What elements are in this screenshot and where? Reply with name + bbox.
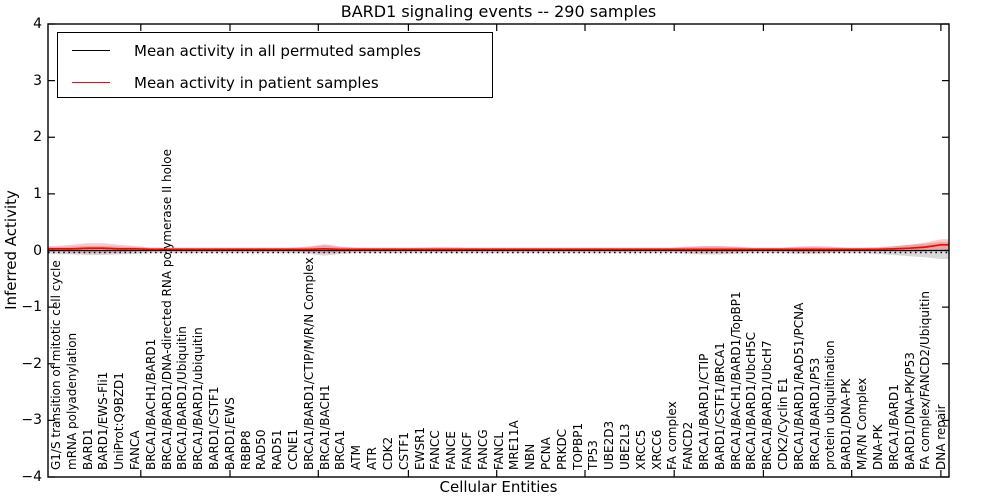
x-tick-label: XRCC5 [633, 429, 648, 470]
x-tick-label: RAD50 [254, 429, 269, 470]
y-tick-label: 3 [33, 72, 42, 89]
x-tick-label: UBE2L3 [618, 423, 632, 470]
x-tick-label: BRCA1/BARD1/UbcH5C [744, 332, 759, 470]
y-tick-label: −2 [21, 355, 42, 372]
y-tick-label: −1 [21, 299, 42, 316]
x-tick-label: UniProt:Q9BZD1 [112, 372, 127, 470]
x-tick-label: BARD1/CSTF1/BRCA1 [712, 342, 727, 470]
x-tick-label: PCNA [538, 437, 553, 470]
x-tick-label: FANCF [459, 431, 474, 470]
x-tick-label: CDK2 [380, 436, 395, 470]
x-tick-label: FANCL [491, 431, 506, 470]
x-tick-label: BARD1/DNA-PK [839, 378, 854, 470]
x-tick-label: FANCC [428, 430, 443, 470]
x-tick-label: BARD1/DNA-PK/P53 [902, 352, 917, 470]
y-axis-title: Inferred Activity [2, 190, 20, 310]
x-tick-label: PRKDC [554, 428, 569, 470]
x-tick-label: UBE2D3 [602, 420, 617, 470]
x-tick-label: protein ubiquitination [823, 340, 838, 470]
x-tick-label: FANCG [475, 429, 490, 470]
x-tick-label: BARD1 [80, 428, 95, 470]
legend: Mean activity in all permuted samples Me… [57, 32, 493, 98]
x-tick-label: XRCC6 [649, 429, 664, 470]
x-tick-label: CDK2/Cyclin E1 [776, 377, 790, 470]
y-tick-label: 0 [33, 242, 42, 259]
x-tick-label: BRCA1/BARD1/CTIP/M/R/N Complex [301, 257, 316, 470]
x-tick-label: RAD51 [270, 429, 285, 470]
x-tick-label: CCNE1 [286, 429, 300, 470]
y-tick-label: 2 [33, 129, 42, 146]
x-tick-label: BARD1/EWS-Fli1 [96, 371, 111, 470]
x-tick-label: BRCA1/BARD1/P53 [807, 357, 822, 470]
x-tick-label: BRCA1/BARD1/CTIP [697, 353, 711, 470]
x-tick-label: G1/S transition of mitotic cell cycle [48, 260, 63, 470]
x-tick-label: BRCA1/BACH1/BARD1 [143, 338, 158, 470]
x-axis-title: Cellular Entities [439, 478, 558, 496]
x-tick-label: NBN [523, 443, 538, 470]
y-tick-label: 1 [33, 185, 42, 202]
x-tick-label: DNA-PK [870, 424, 885, 470]
y-tick-label: −3 [21, 412, 42, 429]
x-tick-label: EWSR1 [412, 426, 427, 470]
x-tick-label: BRCA1/BARD1/DNA-directed RNA polymerase … [159, 149, 174, 470]
x-tick-label: FA complex/FANCD2/Ubiquitin [918, 291, 933, 470]
legend-entry-patient: Mean activity in patient samples [72, 68, 492, 97]
x-tick-label: BARD1/EWS [222, 397, 237, 470]
x-tick-label: RBBP8 [238, 430, 253, 470]
x-tick-label: DNA repair [934, 404, 949, 470]
x-tick-label: FANCD2 [681, 421, 696, 470]
x-tick-label: ATM [349, 445, 364, 470]
y-tick-label: −4 [21, 469, 42, 485]
x-tick-label: BRCA1/BARD1/RAD51/PCNA [791, 302, 806, 470]
permuted-line-sample-icon [72, 50, 110, 51]
chart-title: BARD1 signaling events -- 290 samples [340, 2, 657, 21]
x-tick-label: BRCA1/BARD1/ubiquitin [191, 327, 206, 470]
x-tick-label: FA complex [665, 401, 680, 470]
x-tick-label: CSTF1 [396, 432, 411, 470]
patient-mean-line [48, 243, 949, 251]
x-tick-label: BRCA1/BARD1/UbcH7 [760, 340, 775, 470]
x-tick-label: BRCA1 [333, 429, 348, 470]
patient-line-sample-icon [72, 82, 110, 83]
x-tick-label: ATR [365, 447, 379, 470]
y-tick-label: 4 [33, 16, 42, 32]
legend-entry-permuted: Mean activity in all permuted samples [72, 36, 492, 65]
x-tick-label: FANCA [127, 430, 142, 470]
x-tick-label: MRE11A [507, 420, 522, 470]
x-tick-label: FANCE [444, 431, 459, 470]
x-tick-label: BRCA1/BARD1/Ubiquitin [175, 326, 190, 470]
x-tick-label: TP53 [586, 440, 601, 470]
x-tick-label: BRCA1/BACH1/BARD1/TopBP1 [728, 291, 743, 470]
x-tick-label: mRNA polyadenylation [64, 332, 79, 470]
x-tick-label: M/R/N Complex [855, 377, 870, 470]
legend-label-patient: Mean activity in patient samples [134, 73, 379, 92]
x-tick-label: BRCA1/BARD1 [886, 384, 901, 470]
x-tick-label: TOPBP1 [570, 422, 585, 470]
x-tick-label: BRCA1/BACH1 [317, 384, 332, 470]
legend-label-permuted: Mean activity in all permuted samples [134, 41, 421, 60]
x-tick-label: BARD1/CSTF1 [207, 386, 221, 470]
